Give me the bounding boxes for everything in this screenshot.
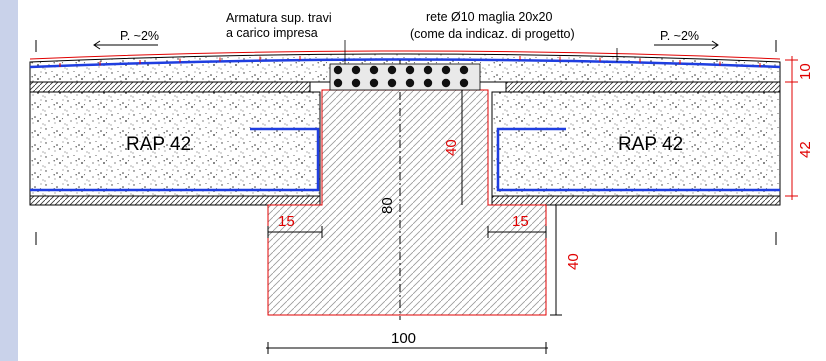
mesh-label-1: rete Ø10 maglia 20x20 — [426, 10, 553, 24]
mesh-label-2: (come da indicaz. di progetto) — [410, 27, 575, 41]
beam-reinf-label-2: a carico impresa — [226, 26, 318, 40]
beam-reinf-label-1: Armatura sup. travi — [226, 11, 332, 25]
right-slab-label: RAP 42 — [618, 134, 683, 155]
dim-lower-beam-text: 40 — [565, 253, 582, 270]
right-slab-bottom-band — [491, 195, 781, 206]
dim-slab-text: 42 — [797, 141, 814, 158]
dim-web-text: 40 — [443, 139, 460, 156]
right-slab-top-band — [505, 81, 781, 93]
slope-arrow-right — [654, 40, 719, 50]
finish-line — [29, 50, 781, 60]
slope-right-label: P. ~2% — [660, 29, 699, 43]
right-bottom-bar — [496, 127, 780, 192]
left-slab-top-band — [29, 81, 311, 93]
side-strip — [0, 0, 18, 361]
dim-ledge-left-text: 15 — [278, 213, 295, 230]
slope-left-label: P. ~2% — [120, 29, 159, 43]
left-slab-label: RAP 42 — [126, 134, 191, 155]
extent-ticks — [35, 40, 777, 245]
dim-black — [266, 90, 562, 354]
dim-topping-text: 10 — [797, 63, 814, 80]
mesh-bar — [29, 58, 781, 69]
slope-arrow-left — [93, 40, 158, 50]
beam-red-outline — [267, 89, 547, 316]
right-slab-body — [491, 91, 781, 197]
left-bottom-bar — [30, 127, 320, 192]
left-slab-bottom-band — [29, 195, 321, 206]
mesh-ticks — [59, 56, 761, 67]
dim-right-red — [785, 56, 798, 200]
top-reinforcement-bars — [333, 65, 469, 88]
dim-beam-height-text: 80 — [379, 197, 396, 214]
dim-ledge-right-text: 15 — [512, 213, 529, 230]
dim-bottom-width-text: 100 — [391, 330, 416, 347]
